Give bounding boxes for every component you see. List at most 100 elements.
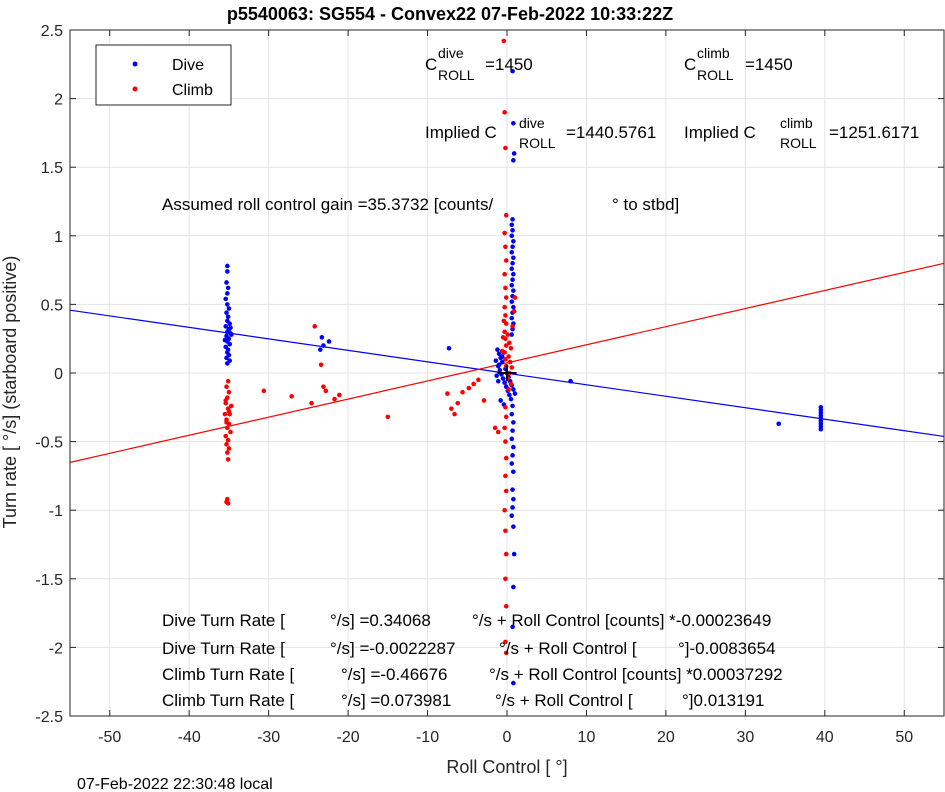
climb-point (511, 308, 517, 314)
climb-point (481, 398, 487, 403)
dive-point (512, 391, 518, 396)
dive-point (511, 271, 516, 277)
climb-point (501, 38, 507, 44)
x-tick-label: -50 (98, 729, 121, 746)
implied-climb-sub: ROLL (780, 135, 817, 151)
gain-annotation: Assumed roll control gain =35.3732 [coun… (162, 195, 679, 214)
climb-point (503, 576, 508, 582)
y-tick-label: 0 (54, 366, 63, 383)
climb-point (225, 378, 231, 384)
c-climb-sub: ROLL (697, 67, 734, 83)
climb-point (321, 384, 326, 390)
climb-point (476, 377, 481, 383)
climb-point (503, 212, 509, 218)
y-tick-label: -2.5 (35, 709, 63, 726)
y-tick-label: -1 (49, 503, 63, 520)
climb-point (508, 346, 514, 351)
dive-point (509, 299, 515, 304)
climb-point (503, 488, 509, 494)
climb-point (225, 437, 231, 443)
implied-climb-value: =1251.6171 (829, 123, 919, 142)
dive-point (511, 158, 516, 163)
legend-box (95, 44, 232, 106)
climb-point (503, 528, 508, 534)
dive-point (511, 288, 516, 293)
c-climb-prefix: C (684, 55, 696, 74)
climb-point (503, 551, 509, 557)
dive-point (225, 361, 230, 366)
dive-point (495, 347, 500, 352)
gain-unit: ° to stbd] (612, 195, 679, 214)
climb-point (503, 285, 508, 291)
climb-point (226, 409, 232, 414)
dive-point (224, 355, 229, 361)
climb-point (225, 457, 231, 462)
climb-point (506, 387, 511, 392)
climb-point (503, 603, 509, 609)
dive-point (818, 426, 824, 432)
dive-point (228, 332, 234, 337)
climb-point (455, 400, 461, 406)
c-dive-sub: ROLL (438, 67, 475, 83)
footer-timestamp: 07-Feb-2022 22:30:48 local (77, 776, 273, 792)
x-tick-label: -30 (257, 729, 280, 746)
dive-point (511, 387, 516, 392)
dive-point (223, 324, 229, 329)
climb-point (332, 396, 337, 402)
dive-point (224, 310, 229, 315)
climb-point (512, 295, 518, 300)
x-tick-label: -40 (178, 729, 201, 746)
climb-point (503, 650, 509, 656)
dive-point (510, 428, 515, 433)
dive-point (509, 249, 515, 255)
dive-point (225, 269, 230, 274)
dive-point (502, 380, 507, 385)
climb-point (507, 340, 512, 346)
implied-dive-sup: dive (519, 115, 545, 131)
climb-point (289, 394, 294, 399)
fit-eq-4-d: °]0.013191 (682, 691, 764, 710)
fit-eq-2-d: °]-0.0083654 (678, 639, 776, 658)
dive-point (510, 453, 515, 458)
dive-point (494, 373, 499, 379)
dive-point (498, 398, 503, 403)
dive-point (510, 217, 515, 222)
dive-point (495, 378, 501, 384)
c-roll-climb-annotation: C climb ROLL =1450 (684, 45, 793, 83)
climb-point (226, 446, 232, 451)
legend-marker-dive (132, 61, 138, 67)
dive-point (223, 296, 229, 302)
fit-eq-1-b: °/s] =0.34068 (330, 611, 431, 630)
dive-point (508, 396, 514, 402)
implied-climb-annotation: Implied C climb ROLL =1251.6171 (684, 115, 919, 151)
dive-point (511, 584, 516, 590)
x-tick-label: 0 (503, 729, 512, 746)
climb-point (503, 356, 508, 362)
dive-point (507, 392, 512, 398)
fit-equations: Dive Turn Rate [ °/s] =0.34068 °/s + Rol… (162, 611, 783, 710)
climb-point (501, 318, 507, 324)
dive-point (776, 421, 782, 427)
climb-point (508, 381, 514, 387)
dive-point (510, 403, 515, 409)
climb-point (503, 414, 509, 420)
dive-point (228, 325, 233, 331)
fit-eq-3-c: °/s + Roll Control [counts] *0.00037292 (489, 665, 783, 684)
series-climb (222, 38, 518, 656)
climb-point (323, 388, 329, 394)
dive-point (509, 513, 515, 518)
fit-eq-4-a: Climb Turn Rate [ (162, 691, 295, 710)
dive-point (511, 444, 516, 450)
dive-point (509, 315, 515, 321)
climb-point (502, 110, 507, 115)
dive-point (496, 351, 502, 357)
climb-point (503, 145, 508, 151)
x-tick-label: 50 (895, 729, 913, 746)
implied-dive-prefix: Implied C (425, 123, 497, 142)
implied-dive-annotation: Implied C dive ROLL =1440.5761 (425, 115, 656, 151)
dive-point (510, 260, 515, 266)
climb-point (224, 384, 229, 390)
dive-point (511, 420, 516, 425)
climb-point (226, 389, 232, 395)
